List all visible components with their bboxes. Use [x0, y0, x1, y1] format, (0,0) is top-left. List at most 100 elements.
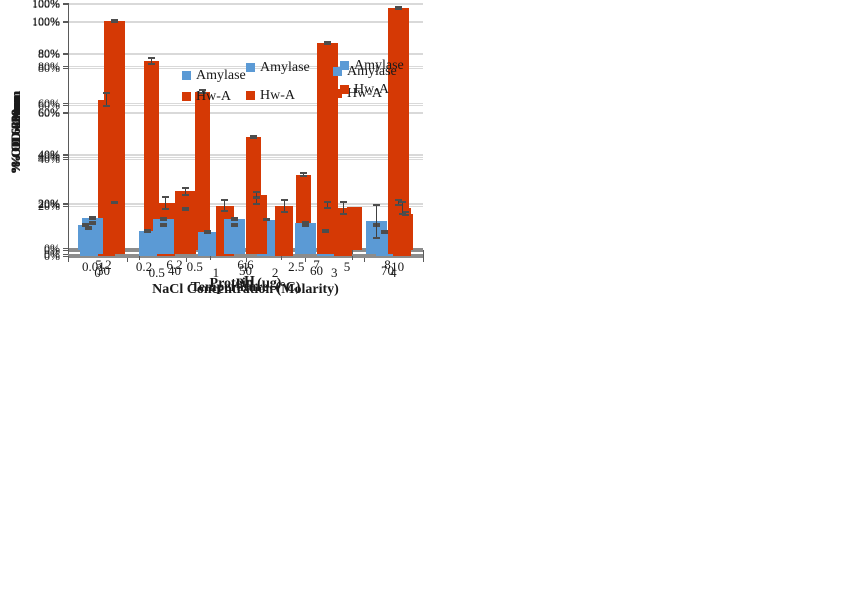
- error-bar-cap-top: [103, 92, 110, 95]
- legend-label-hw-a: Hw-A: [347, 86, 382, 101]
- legend-label-hw-a: Hw-A: [354, 82, 389, 97]
- error-bar-stem: [201, 89, 203, 94]
- y-tick-60: [63, 103, 68, 105]
- x-tick-label-0.01: 0.01: [81, 259, 105, 274]
- error-bar-cap-top: [110, 200, 118, 203]
- error-bar-cap-top: [85, 226, 93, 229]
- x-axis-title: NaCl Concentration (Molarity): [152, 282, 339, 297]
- y-tick-100: [63, 3, 68, 4]
- x-tick-label-1: 1: [212, 265, 220, 280]
- y-tick-0: [63, 248, 68, 249]
- x-tick-7: [423, 252, 424, 256]
- error-bar-stem: [303, 173, 305, 177]
- legend-marker-hw-a: [333, 89, 342, 98]
- error-bar-cap-top: [394, 198, 402, 201]
- error-bar-cap-bottom: [221, 210, 229, 213]
- y-tick-label-40: 40%: [38, 148, 60, 163]
- bar-amylase-50: [224, 218, 246, 254]
- y-tick-label-40: 40%: [38, 151, 60, 166]
- y-tick-80: [63, 53, 68, 55]
- y-tick-label-100: 100%: [32, 14, 60, 28]
- y-tick-label-60: 60%: [38, 97, 60, 112]
- error-bar-cap-top: [160, 216, 168, 219]
- y-tick-60: [63, 104, 68, 106]
- y-tick-label-20: 20%: [38, 197, 60, 212]
- error-bar-cap-bottom: [252, 202, 260, 205]
- error-bar-cap-bottom: [85, 228, 93, 231]
- error-bar-cap-bottom: [198, 92, 206, 95]
- error-bar-stem: [283, 199, 285, 212]
- y-tick-20: [63, 203, 68, 205]
- error-bar-cap-top: [148, 57, 156, 59]
- error-bar-cap-bottom: [148, 62, 156, 65]
- error-bar-stem: [255, 196, 257, 204]
- error-bar-cap-top: [82, 222, 90, 225]
- x-tick-5: [423, 256, 424, 260]
- error-bar-stem: [342, 201, 344, 215]
- error-bar-cap-top: [181, 206, 189, 209]
- bar-hw-a-2: [275, 205, 293, 256]
- y-tick-20: [63, 205, 68, 207]
- gridline-60: [68, 113, 423, 115]
- bar-hw-a-50: [245, 195, 267, 254]
- chart-temperature: 0% 20% 40% 60% 80% 100%% OD 620nm 30 40 50 60 70 Te…: [0, 0, 428, 305]
- y-tick-label-0: 0%: [44, 243, 60, 257]
- y-axis: [68, 3, 69, 254]
- x-tick-label-2.5: 2.5: [288, 259, 305, 274]
- error-bar-cap-bottom: [82, 225, 90, 228]
- x-axis-title: pH: [236, 274, 255, 289]
- bar-hw-a-0.2: [144, 60, 160, 250]
- x-tick-label-30: 30: [97, 263, 110, 278]
- x-tick-4: [352, 250, 353, 254]
- error-bar-cap-bottom: [394, 204, 402, 207]
- legend-marker-amylase: [333, 67, 342, 76]
- y-tick-40: [63, 153, 68, 155]
- legend-item-amylase: Amylase: [182, 68, 272, 84]
- error-bar-cap-bottom: [181, 193, 189, 196]
- x-tick-3: [245, 258, 247, 262]
- bar-amylase-0.5: [139, 230, 157, 256]
- error-bar-stem: [106, 93, 107, 107]
- y-tick-label-80: 80%: [38, 46, 60, 61]
- error-bar-cap-top: [162, 195, 170, 198]
- x-tick-3: [281, 256, 282, 260]
- x-tick-2: [210, 256, 211, 260]
- y-tick-label-80: 80%: [38, 60, 60, 75]
- x-tick-label-4: 4: [390, 265, 397, 280]
- error-bar-cap-top: [280, 198, 288, 201]
- legend-label-amylase: Amylase: [354, 58, 404, 73]
- x-tick-label-6.2: 6.2: [166, 257, 183, 272]
- error-bar-cap-bottom: [89, 217, 97, 220]
- error-bar-stem: [234, 224, 236, 227]
- y-tick-label-0: 0%: [44, 241, 60, 255]
- gridline-60: [68, 103, 423, 105]
- error-bar-cap-top: [231, 223, 239, 226]
- legend-marker-amylase: [340, 61, 349, 70]
- y-tick-100: [63, 21, 68, 22]
- x-tick-label-60: 60: [310, 263, 323, 278]
- x-tick-label-3: 3: [331, 265, 338, 280]
- x-axis: [68, 254, 423, 256]
- y-tick-label-60: 60%: [38, 96, 60, 111]
- legend-item-hw-a: Hw-A: [182, 89, 272, 105]
- error-bar-cap-top: [181, 186, 189, 189]
- error-bar-cap-bottom: [231, 218, 239, 221]
- error-bar-cap-top: [373, 204, 381, 207]
- error-bar-cap-top: [323, 201, 331, 204]
- error-bar-stem: [184, 187, 186, 195]
- y-tick-label-80: 80%: [38, 47, 60, 62]
- bar-hw-a-3: [334, 208, 353, 256]
- error-bar-cap-bottom: [280, 210, 288, 213]
- error-bar-stem: [85, 223, 87, 227]
- y-tick-0: [63, 254, 68, 255]
- error-bar-cap-top: [231, 216, 239, 219]
- x-tick-6: [423, 258, 424, 262]
- x-axis-title: Protein (µg): [209, 276, 282, 291]
- error-bar-stem: [305, 224, 307, 227]
- y-tick-20: [63, 202, 68, 204]
- error-bar-cap-bottom: [144, 230, 152, 233]
- x-tick-4: [304, 258, 306, 262]
- bar-amylase-40: [153, 218, 175, 254]
- y-tick-label-0: 0%: [44, 247, 60, 261]
